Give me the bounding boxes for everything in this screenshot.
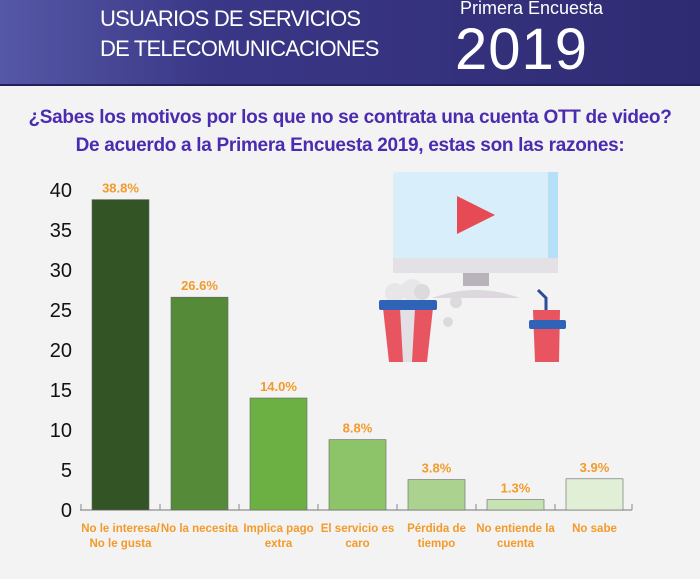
bar: [170, 296, 229, 511]
bar-value-label: 26.6%: [181, 278, 218, 293]
y-tick-label: 30: [50, 260, 72, 282]
title-line-1: USUARIOS DE SERVICIOS: [100, 6, 361, 31]
bar-value-label: 3.9%: [580, 460, 610, 475]
category-label: Pérdida de tiempo: [407, 523, 466, 550]
survey-label: Primera Encuesta: [460, 0, 604, 18]
header-banner: USUARIOS DE SERVICIOS DE TELECOMUNICACIO…: [0, 0, 700, 86]
title-line-2: DE TELECOMUNICACIONES: [100, 36, 379, 61]
header-title: USUARIOS DE SERVICIOS DE TELECOMUNICACIO…: [100, 4, 379, 64]
y-tick-label: 15: [50, 380, 72, 402]
category-label: No le interesa/ No le gusta: [81, 523, 160, 550]
y-tick-label: 35: [50, 220, 72, 242]
y-tick-label: 5: [61, 460, 72, 482]
bar: [565, 478, 624, 511]
category-label: El servicio es caro: [320, 523, 395, 550]
category-label: Implica pago extra: [243, 523, 314, 550]
y-tick-label: 40: [50, 180, 72, 202]
illustration-tv-popcorn: [379, 172, 566, 362]
bar-value-label: 3.8%: [422, 461, 452, 476]
y-tick-label: 10: [50, 420, 72, 442]
y-tick-label: 20: [50, 340, 72, 362]
question-line-1: ¿Sabes los motivos por los que no se con…: [28, 107, 672, 128]
category-label: No la necesita: [160, 523, 239, 535]
bar: [486, 499, 545, 511]
y-tick-label: 0: [61, 500, 72, 522]
drink-cup-icon: [529, 288, 566, 362]
survey-year: 2019: [455, 17, 589, 82]
bar-value-label: 14.0%: [260, 379, 297, 394]
bar-value-label: 38.8%: [102, 181, 139, 196]
y-tick-label: 25: [50, 300, 72, 322]
bar: [328, 439, 387, 511]
popcorn-icon: [379, 279, 462, 362]
category-label: No sabe: [572, 523, 617, 535]
bar: [249, 397, 308, 511]
question-heading: ¿Sabes los motivos por los que no se con…: [0, 104, 700, 160]
bar: [407, 479, 466, 511]
bar-value-label: 8.8%: [343, 421, 373, 436]
bar-value-label: 1.3%: [501, 481, 531, 496]
category-label: No entiende la cuenta: [476, 523, 555, 550]
question-line-2: De acuerdo a la Primera Encuesta 2019, e…: [75, 135, 625, 156]
bar: [91, 199, 150, 511]
monitor-icon: [393, 172, 558, 298]
